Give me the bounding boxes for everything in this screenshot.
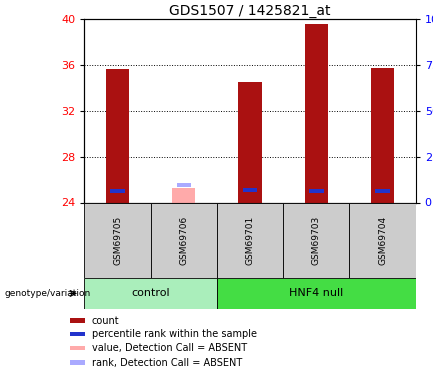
Bar — [70, 318, 85, 322]
Bar — [349, 202, 416, 278]
Text: GSM69706: GSM69706 — [179, 215, 188, 265]
Bar — [375, 189, 390, 193]
Bar — [84, 278, 217, 309]
Text: GSM69705: GSM69705 — [113, 215, 122, 265]
Bar — [371, 68, 394, 203]
Text: GSM69703: GSM69703 — [312, 215, 321, 265]
Bar — [70, 332, 85, 336]
Text: HNF4 null: HNF4 null — [289, 288, 343, 298]
Bar — [172, 188, 195, 202]
Text: percentile rank within the sample: percentile rank within the sample — [92, 329, 257, 339]
Bar — [84, 202, 151, 278]
Text: rank, Detection Call = ABSENT: rank, Detection Call = ABSENT — [92, 358, 242, 368]
Bar — [239, 82, 262, 203]
Bar — [305, 24, 328, 202]
Bar — [110, 189, 125, 193]
Bar — [283, 202, 349, 278]
Bar — [70, 346, 85, 350]
Bar — [217, 278, 416, 309]
Text: genotype/variation: genotype/variation — [4, 289, 90, 298]
Text: control: control — [131, 288, 170, 298]
Text: GSM69704: GSM69704 — [378, 215, 387, 265]
Bar — [70, 360, 85, 365]
Bar — [217, 202, 283, 278]
Text: count: count — [92, 315, 120, 326]
Bar — [309, 189, 323, 193]
Text: value, Detection Call = ABSENT: value, Detection Call = ABSENT — [92, 343, 247, 353]
Bar — [151, 202, 217, 278]
Bar — [243, 188, 257, 192]
Text: GSM69701: GSM69701 — [246, 215, 255, 265]
Title: GDS1507 / 1425821_at: GDS1507 / 1425821_at — [169, 4, 331, 18]
Bar — [106, 69, 129, 202]
Bar — [177, 183, 191, 187]
